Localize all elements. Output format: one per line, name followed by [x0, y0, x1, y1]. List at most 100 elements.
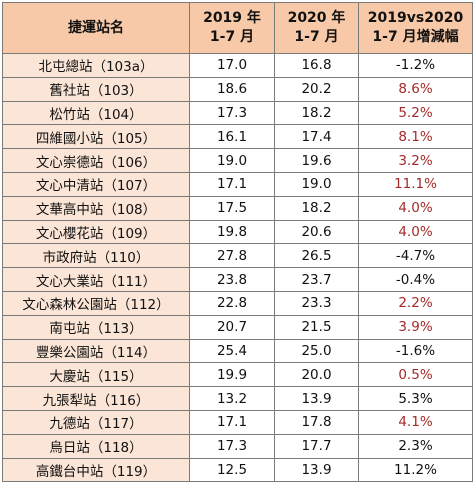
- value-2019-cell: 17.0: [189, 53, 275, 78]
- station-name-cell: 舊社站（103）: [2, 76, 190, 102]
- station-name-cell: 北屯總站（103a）: [2, 53, 190, 78]
- value-2020-cell: 19.0: [274, 171, 359, 197]
- value-2020-cell: 23.3: [274, 290, 359, 316]
- value-2020-cell: 17.8: [274, 409, 359, 435]
- table-row: 文華高中站（108） 17.5 18.2 4.0%: [2, 195, 473, 221]
- value-2020-cell: 17.7: [274, 433, 359, 459]
- header-change-label: 1-7 月增減幅: [372, 29, 459, 45]
- value-2020-cell: 25.0: [274, 338, 359, 364]
- change-cell: -1.2%: [358, 53, 473, 78]
- header-2019: 2019 年 1-7 月: [189, 2, 275, 54]
- station-name-cell: 四維國小站（105）: [2, 124, 190, 150]
- change-cell: 5.2%: [358, 100, 473, 126]
- change-cell: -0.4%: [358, 267, 473, 292]
- station-name-cell: 高鐵台中站（119）: [2, 457, 190, 482]
- value-2019-cell: 12.5: [189, 457, 275, 482]
- station-name-cell: 大慶站（115）: [2, 362, 190, 388]
- value-2020-cell: 17.4: [274, 124, 359, 150]
- value-2019-cell: 19.8: [189, 219, 275, 245]
- value-2019-cell: 17.3: [189, 433, 275, 459]
- station-name-cell: 文心中清站（107）: [2, 171, 190, 197]
- table-row: 文心櫻花站（109） 19.8 20.6 4.0%: [2, 219, 473, 245]
- header-2019-months: 1-7 月: [209, 29, 255, 45]
- table-row: 高鐵台中站（119） 12.5 13.9 11.2%: [2, 457, 473, 482]
- value-2020-cell: 13.9: [274, 386, 359, 411]
- station-name-cell: 文心崇德站（106）: [2, 148, 190, 173]
- table-row: 南屯站（113） 20.7 21.5 3.9%: [2, 314, 473, 340]
- change-cell: 8.1%: [358, 124, 473, 150]
- change-cell: 2.2%: [358, 290, 473, 316]
- value-2019-cell: 17.1: [189, 171, 275, 197]
- station-name-cell: 九張犁站（116）: [2, 386, 190, 411]
- table-row: 北屯總站（103a） 17.0 16.8 -1.2%: [2, 53, 473, 78]
- value-2020-cell: 26.5: [274, 243, 359, 269]
- table-row: 四維國小站（105） 16.1 17.4 8.1%: [2, 124, 473, 150]
- value-2019-cell: 13.2: [189, 386, 275, 411]
- header-2020-year: 2020 年: [287, 10, 346, 26]
- table-row: 九張犁站（116） 13.2 13.9 5.3%: [2, 386, 473, 411]
- value-2020-cell: 18.2: [274, 100, 359, 126]
- table-row: 松竹站（104） 17.3 18.2 5.2%: [2, 100, 473, 126]
- value-2019-cell: 17.3: [189, 100, 275, 126]
- change-cell: 3.2%: [358, 148, 473, 173]
- change-cell: -4.7%: [358, 243, 473, 269]
- table-row: 文心大業站（111） 23.8 23.7 -0.4%: [2, 267, 473, 292]
- table-row: 文心崇德站（106） 19.0 19.6 3.2%: [2, 148, 473, 173]
- table-row: 九德站（117） 17.1 17.8 4.1%: [2, 409, 473, 435]
- change-cell: 8.6%: [358, 76, 473, 102]
- station-name-cell: 南屯站（113）: [2, 314, 190, 340]
- value-2020-cell: 23.7: [274, 267, 359, 292]
- value-2019-cell: 19.0: [189, 148, 275, 173]
- header-change: 2019vs2020 1-7 月增減幅: [358, 2, 473, 54]
- value-2020-cell: 21.5: [274, 314, 359, 340]
- header-station: 捷運站名: [2, 2, 190, 54]
- table-body: 北屯總站（103a） 17.0 16.8 -1.2% 舊社站（103） 18.6 20.2 8…: [2, 53, 473, 482]
- change-cell: 11.1%: [358, 171, 473, 197]
- value-2019-cell: 25.4: [189, 338, 275, 364]
- value-2020-cell: 18.2: [274, 195, 359, 221]
- value-2020-cell: 13.9: [274, 457, 359, 482]
- value-2020-cell: 20.0: [274, 362, 359, 388]
- station-name-cell: 烏日站（118）: [2, 433, 190, 459]
- change-cell: 4.0%: [358, 219, 473, 245]
- header-change-compare: 2019vs2020: [367, 10, 464, 26]
- table-row: 烏日站（118） 17.3 17.7 2.3%: [2, 433, 473, 459]
- value-2019-cell: 16.1: [189, 124, 275, 150]
- station-name-cell: 文心櫻花站（109）: [2, 219, 190, 245]
- value-2019-cell: 17.5: [189, 195, 275, 221]
- station-name-cell: 文心森林公園站（112）: [2, 290, 190, 316]
- value-2019-cell: 17.1: [189, 409, 275, 435]
- change-cell: 3.9%: [358, 314, 473, 340]
- table-row: 大慶站（115） 19.9 20.0 0.5%: [2, 362, 473, 388]
- value-2019-cell: 22.8: [189, 290, 275, 316]
- station-name-cell: 文華高中站（108）: [2, 195, 190, 221]
- value-2019-cell: 27.8: [189, 243, 275, 269]
- table-row: 市政府站（110） 27.8 26.5 -4.7%: [2, 243, 473, 269]
- change-cell: 0.5%: [358, 362, 473, 388]
- value-2020-cell: 20.6: [274, 219, 359, 245]
- value-2019-cell: 20.7: [189, 314, 275, 340]
- value-2020-cell: 16.8: [274, 53, 359, 78]
- station-name-cell: 市政府站（110）: [2, 243, 190, 269]
- header-2019-year: 2019 年: [203, 10, 261, 26]
- value-2020-cell: 20.2: [274, 76, 359, 102]
- table-row: 豐樂公園站（114） 25.4 25.0 -1.6%: [2, 338, 473, 364]
- table-row: 文心中清站（107） 17.1 19.0 11.1%: [2, 171, 473, 197]
- value-2019-cell: 19.9: [189, 362, 275, 388]
- value-2020-cell: 19.6: [274, 148, 359, 173]
- change-cell: 5.3%: [358, 386, 473, 411]
- change-cell: 4.0%: [358, 195, 473, 221]
- table-row: 文心森林公園站（112） 22.8 23.3 2.2%: [2, 290, 473, 316]
- station-name-cell: 松竹站（104）: [2, 100, 190, 126]
- station-name-cell: 九德站（117）: [2, 409, 190, 435]
- header-2020-months: 1-7 月: [294, 29, 339, 45]
- table-row: 舊社站（103） 18.6 20.2 8.6%: [2, 76, 473, 102]
- change-cell: 11.2%: [358, 457, 473, 482]
- change-cell: 2.3%: [358, 433, 473, 459]
- header-row: 捷運站名 2019 年 1-7 月 2020 年 1-7 月 2019vs202…: [2, 2, 473, 54]
- value-2019-cell: 18.6: [189, 76, 275, 102]
- change-cell: 4.1%: [358, 409, 473, 435]
- station-name-cell: 文心大業站（111）: [2, 267, 190, 292]
